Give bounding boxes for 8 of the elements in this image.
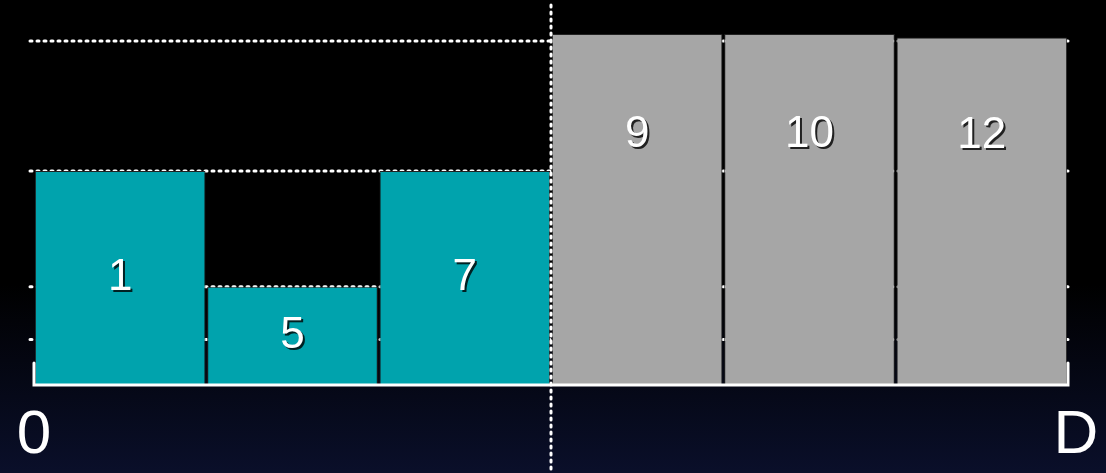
text: D <box>1053 397 1099 467</box>
x-tick-label: 9 <box>624 106 650 156</box>
x-tick-label: 7 <box>452 250 478 300</box>
x-tick-label: 12 <box>957 108 1007 158</box>
x-tick-label: 5 <box>280 308 305 358</box>
x-tick-label: 10 <box>785 106 834 156</box>
x-tick-label: 1 <box>107 250 133 300</box>
text: 0 <box>16 397 52 467</box>
